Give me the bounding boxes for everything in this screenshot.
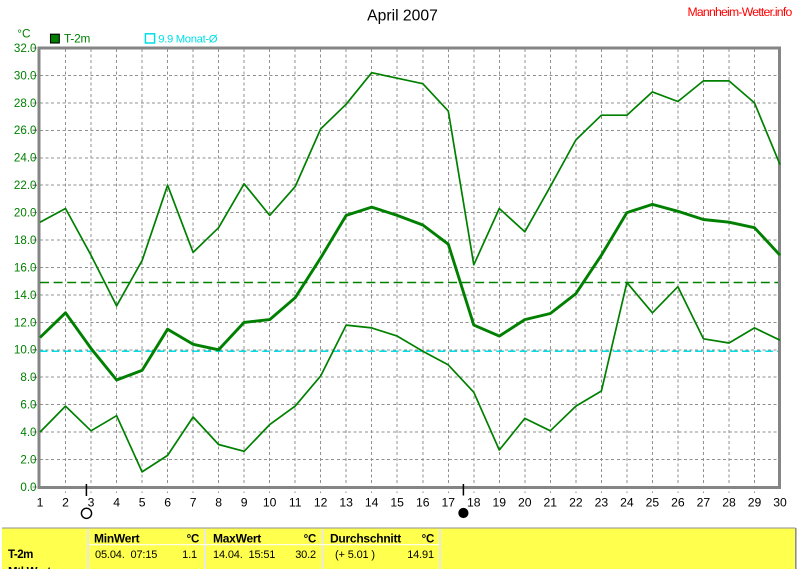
svg-text:22: 22 — [569, 495, 583, 509]
svg-text:14.91: 14.91 — [407, 549, 434, 561]
svg-text:Durchschnitt: Durchschnitt — [330, 532, 401, 546]
svg-text:1: 1 — [37, 495, 44, 509]
svg-text:Mtl.Wert: Mtl.Wert — [8, 567, 51, 569]
svg-text:32.0: 32.0 — [14, 42, 37, 55]
svg-text:30.0: 30.0 — [14, 69, 37, 82]
svg-text:6.0: 6.0 — [20, 399, 36, 412]
svg-text:April 2007: April 2007 — [367, 7, 438, 24]
svg-text:28: 28 — [722, 495, 736, 509]
svg-text:Mannheim-Wetter.info: Mannheim-Wetter.info — [688, 5, 793, 19]
svg-text:24: 24 — [620, 495, 634, 509]
svg-text:°C: °C — [17, 26, 31, 40]
svg-text:10: 10 — [263, 495, 277, 509]
svg-text:20: 20 — [518, 495, 532, 509]
svg-text:4.0: 4.0 — [20, 426, 36, 439]
svg-text:27: 27 — [697, 495, 711, 509]
svg-text:0.0: 0.0 — [20, 481, 36, 494]
svg-text:24.0: 24.0 — [14, 152, 37, 165]
svg-text:26.0: 26.0 — [14, 124, 37, 137]
svg-text:°C: °C — [187, 534, 199, 546]
svg-text:21: 21 — [544, 495, 558, 509]
svg-text:17: 17 — [442, 495, 456, 509]
svg-text:16.0: 16.0 — [14, 261, 37, 274]
svg-text:°C: °C — [304, 534, 316, 546]
svg-text:9.9 Monat-Ø: 9.9 Monat-Ø — [158, 34, 218, 46]
svg-text:30.2: 30.2 — [295, 549, 316, 561]
svg-text:12.0: 12.0 — [14, 316, 37, 329]
svg-text:29: 29 — [748, 495, 762, 509]
svg-text:13: 13 — [339, 495, 353, 509]
svg-text:22.0: 22.0 — [14, 179, 37, 192]
svg-text:15: 15 — [390, 495, 404, 509]
svg-text:18.0: 18.0 — [14, 234, 37, 247]
svg-text:2.0: 2.0 — [20, 454, 36, 467]
svg-text:23: 23 — [595, 495, 609, 509]
svg-text:T-2m: T-2m — [64, 32, 90, 46]
svg-text:5: 5 — [139, 495, 146, 509]
svg-text:10.0: 10.0 — [14, 344, 37, 357]
svg-text:14.04. 15:51: 14.04. 15:51 — [213, 549, 275, 561]
svg-text:7: 7 — [190, 495, 197, 509]
svg-text:1.1: 1.1 — [182, 549, 197, 561]
svg-text:MinWert: MinWert — [94, 532, 140, 546]
svg-text:14.0: 14.0 — [14, 289, 37, 302]
svg-text:9: 9 — [241, 495, 248, 509]
svg-text:30: 30 — [773, 495, 787, 509]
svg-text:MaxWert: MaxWert — [213, 532, 261, 546]
svg-text:18: 18 — [467, 495, 481, 509]
svg-text:12: 12 — [314, 495, 328, 509]
svg-text:4: 4 — [113, 495, 120, 509]
svg-text:05.04. 07:15: 05.04. 07:15 — [95, 549, 157, 561]
svg-text:°C: °C — [422, 534, 434, 546]
svg-text:25: 25 — [646, 495, 660, 509]
svg-text:(+ 5.01 ): (+ 5.01 ) — [335, 549, 375, 561]
svg-text:2: 2 — [62, 495, 69, 509]
svg-text:8: 8 — [215, 495, 222, 509]
svg-text:6: 6 — [164, 495, 171, 509]
svg-text:19: 19 — [493, 495, 507, 509]
svg-text:3: 3 — [88, 495, 95, 509]
svg-text:11: 11 — [289, 495, 302, 509]
svg-text:28.0: 28.0 — [14, 97, 37, 110]
svg-text:14: 14 — [365, 495, 379, 509]
svg-text:26: 26 — [671, 495, 685, 509]
svg-text:T-2m: T-2m — [8, 549, 33, 561]
svg-text:16: 16 — [416, 495, 430, 509]
svg-text:8.0: 8.0 — [20, 371, 36, 384]
svg-text:20.0: 20.0 — [14, 207, 37, 220]
